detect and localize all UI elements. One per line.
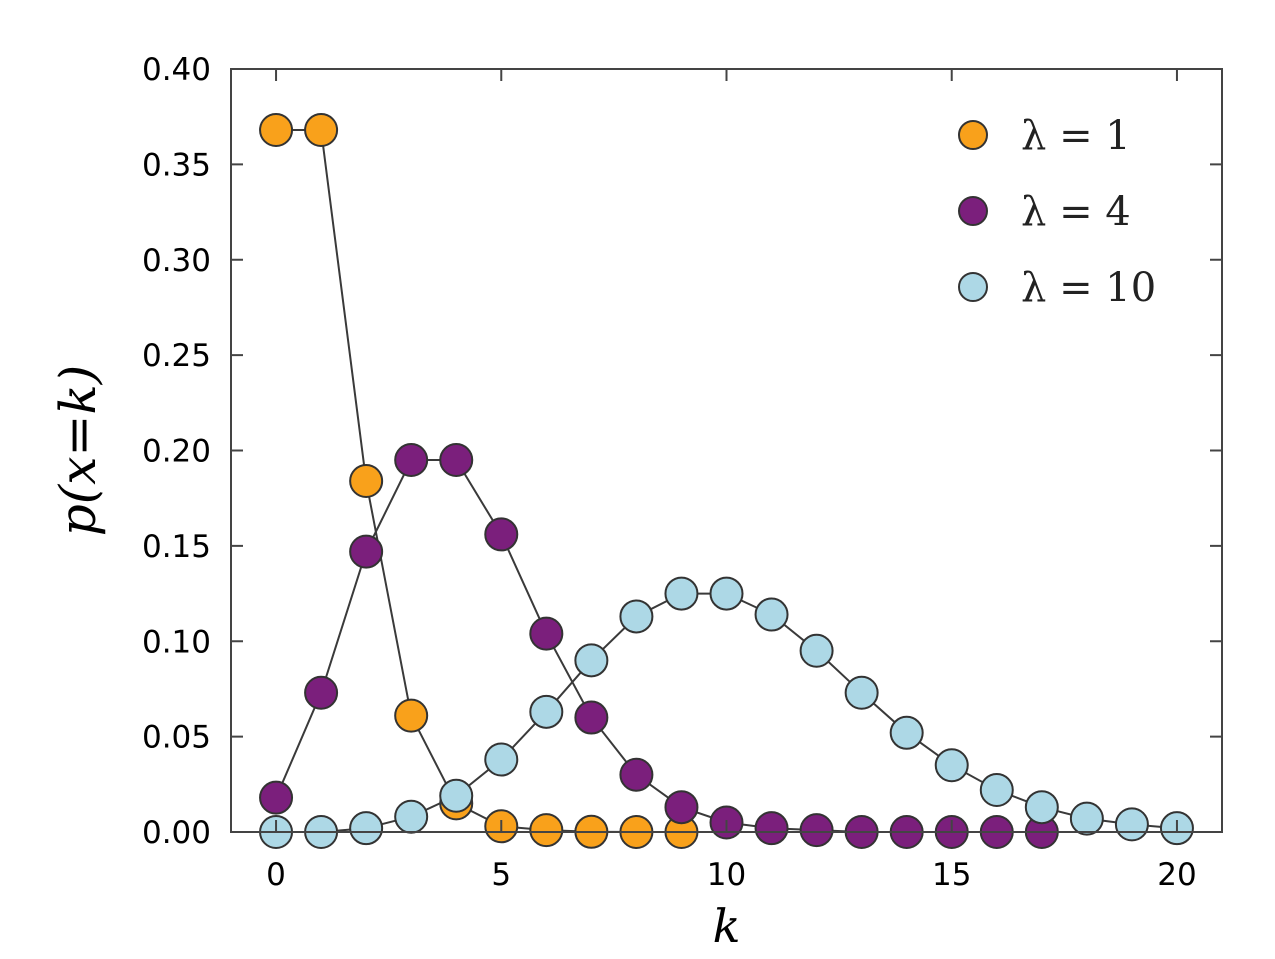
data-point xyxy=(619,599,654,634)
data-point xyxy=(349,464,384,499)
data-point xyxy=(394,443,429,478)
x-tick-label: 0 xyxy=(266,857,286,893)
legend-marker xyxy=(958,196,988,226)
data-point xyxy=(664,790,699,825)
legend-marker xyxy=(958,272,988,302)
y-tick-label: 0.20 xyxy=(142,434,211,470)
y-tick-label: 0.35 xyxy=(142,147,211,183)
data-point xyxy=(259,113,294,148)
data-point xyxy=(484,742,519,777)
series-layer xyxy=(259,113,1194,849)
data-point xyxy=(1069,801,1104,836)
legend-label: λ = 10 xyxy=(1021,265,1156,311)
legend-marker xyxy=(958,120,988,150)
series-line xyxy=(275,459,1042,833)
data-point xyxy=(664,576,699,611)
x-axis-label: k xyxy=(713,899,741,953)
data-point xyxy=(484,517,519,552)
x-tick-label: 15 xyxy=(932,857,971,893)
plot-frame xyxy=(230,68,1223,833)
data-point xyxy=(754,597,789,632)
data-point xyxy=(394,799,429,834)
data-point xyxy=(934,748,969,783)
legend-label: λ = 1 xyxy=(1021,113,1131,159)
data-point xyxy=(799,633,834,668)
series-0 xyxy=(259,113,699,849)
data-point xyxy=(439,778,474,813)
y-tick-label: 0.40 xyxy=(142,52,211,88)
data-point xyxy=(799,813,834,848)
data-point xyxy=(889,715,924,750)
y-tick-label: 0.15 xyxy=(142,529,211,565)
y-tick-label: 0.05 xyxy=(142,720,211,756)
data-point xyxy=(754,811,789,846)
data-point xyxy=(304,113,339,148)
data-point xyxy=(709,576,744,611)
data-point xyxy=(439,443,474,478)
data-point xyxy=(979,773,1014,808)
series-1 xyxy=(259,443,1059,849)
data-point xyxy=(574,643,609,678)
data-point xyxy=(349,534,384,569)
series-line xyxy=(276,129,682,833)
data-point xyxy=(394,698,429,733)
series-2 xyxy=(259,576,1194,849)
ticks-layer: 0 5 10 15 20 0.00 0.05 0.10 0.15 0.20 0.25 0.30 0.35… xyxy=(142,52,1222,893)
y-tick-label: 0.25 xyxy=(142,338,211,374)
legend: λ = 1 λ = 4 λ = 10 xyxy=(958,113,1156,311)
data-point xyxy=(844,675,879,710)
data-point xyxy=(574,700,609,735)
data-point xyxy=(349,811,384,846)
data-point xyxy=(259,780,294,815)
data-point xyxy=(1024,790,1059,825)
data-point xyxy=(304,675,339,710)
y-tick-label: 0.30 xyxy=(142,243,211,279)
x-tick-label: 10 xyxy=(707,857,746,893)
x-tick-label: 20 xyxy=(1157,857,1196,893)
x-tick-label: 5 xyxy=(491,857,511,893)
y-axis-label: p(x=k) xyxy=(49,365,107,536)
data-point xyxy=(529,694,564,729)
y-tick-label: 0.00 xyxy=(142,815,211,851)
data-point xyxy=(529,813,564,848)
data-point xyxy=(529,616,564,651)
legend-label: λ = 4 xyxy=(1021,189,1131,235)
data-point xyxy=(1114,807,1149,842)
y-tick-label: 0.10 xyxy=(142,624,211,660)
data-point xyxy=(619,757,654,792)
